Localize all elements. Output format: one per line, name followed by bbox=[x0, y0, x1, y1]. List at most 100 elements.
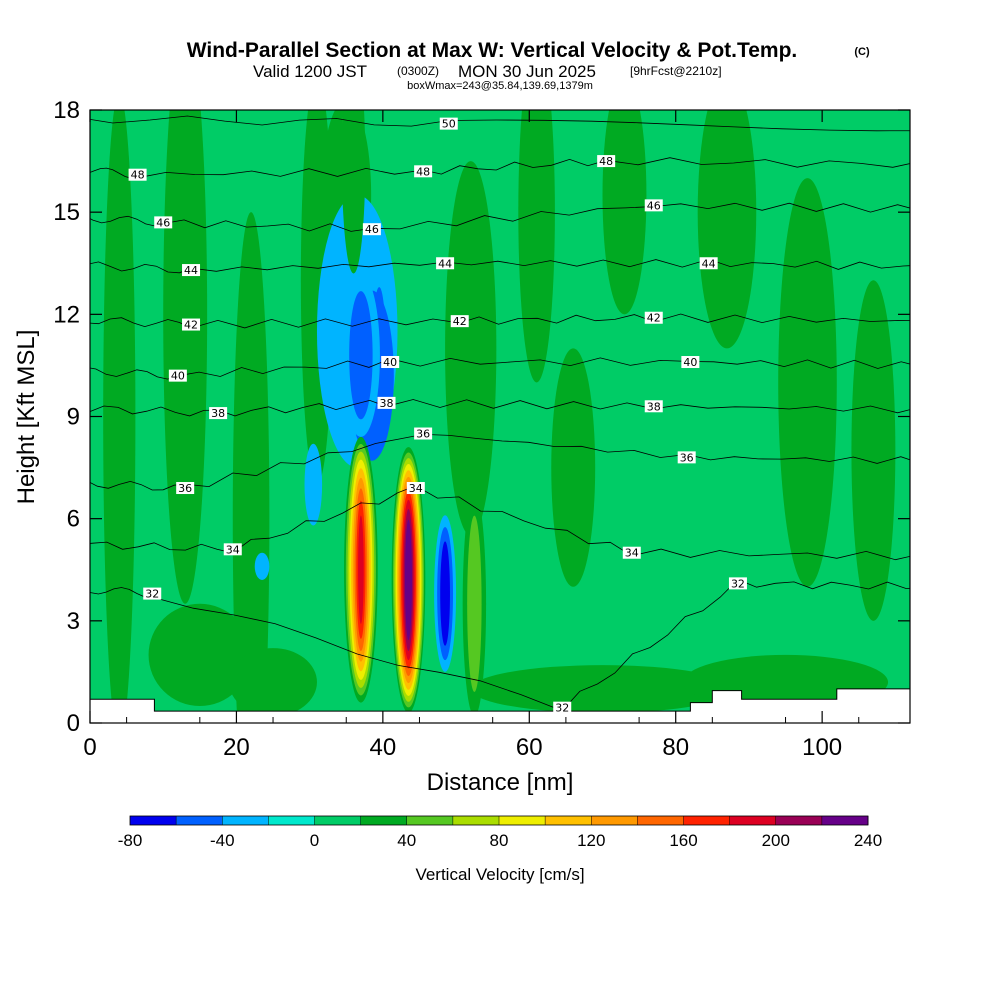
contour-label-text: 34 bbox=[226, 543, 240, 556]
contour-label-box bbox=[362, 223, 381, 236]
contour-label: 34 bbox=[622, 546, 641, 560]
y-tick-label: 6 bbox=[67, 506, 80, 533]
velocity-cell bbox=[467, 515, 482, 692]
colorbar-segment bbox=[499, 816, 546, 825]
velocity-region bbox=[103, 110, 136, 723]
contour-label-box bbox=[168, 369, 187, 382]
velocity-region bbox=[148, 603, 252, 706]
colorbar-tick-label: 200 bbox=[762, 831, 790, 850]
velocity-region bbox=[778, 178, 837, 587]
contour-label-box bbox=[699, 257, 718, 270]
contour-label-text: 46 bbox=[647, 199, 661, 212]
valid-line: Valid 1200 JST (0300Z) MON 30 Jun 2025 [… bbox=[253, 62, 722, 81]
contour-label-text: 36 bbox=[680, 451, 694, 464]
copyright-mark: (C) bbox=[854, 46, 870, 58]
contour-label: 38 bbox=[209, 407, 228, 420]
velocity-region bbox=[304, 443, 323, 526]
contour-label-text: 32 bbox=[555, 702, 569, 715]
contour-label-text: 48 bbox=[131, 169, 145, 182]
contour-label-box bbox=[436, 257, 455, 270]
contour-label: 34 bbox=[406, 482, 425, 495]
contour-label: 42 bbox=[644, 311, 663, 325]
y-tick-label: 3 bbox=[67, 608, 80, 635]
colorbar-segment bbox=[821, 816, 869, 825]
valid-utc: (0300Z) bbox=[397, 64, 439, 78]
x-tick-label: 20 bbox=[223, 734, 250, 761]
contour-label-box bbox=[377, 396, 396, 409]
velocity-region bbox=[851, 280, 896, 621]
contour-label-box bbox=[143, 587, 162, 600]
forecast-info: [9hrFcst@2210z] bbox=[630, 64, 722, 78]
contour-label-box bbox=[223, 543, 242, 556]
contour-label-box bbox=[450, 315, 469, 328]
contour-label-text: 38 bbox=[647, 400, 661, 413]
contour-label: 40 bbox=[168, 369, 187, 383]
colorbar-tick-label: 40 bbox=[397, 831, 416, 850]
colorbar-segment bbox=[591, 816, 638, 825]
velocity-cell bbox=[349, 291, 373, 420]
colorbar-segment bbox=[360, 816, 408, 825]
velocity-region bbox=[254, 552, 270, 580]
contour-label-text: 44 bbox=[702, 257, 716, 270]
contour-label: 46 bbox=[644, 199, 663, 212]
contour-label-text: 36 bbox=[416, 428, 430, 441]
velocity-region bbox=[697, 110, 757, 349]
contour-label-box bbox=[414, 427, 433, 440]
contour-label-box bbox=[209, 407, 228, 420]
x-tick-label: 0 bbox=[83, 734, 96, 761]
colorbar-segment bbox=[222, 816, 269, 825]
contour-label-text: 38 bbox=[380, 397, 394, 410]
colorbar-tick-label: -80 bbox=[118, 831, 143, 850]
colorbar-label: Vertical Velocity [cm/s] bbox=[415, 865, 584, 884]
colorbar-tick-label: 120 bbox=[577, 831, 605, 850]
contour-label: 50 bbox=[439, 117, 458, 131]
terrain-mask bbox=[90, 688, 910, 723]
velocity-region bbox=[229, 648, 317, 717]
colorbar-segment bbox=[637, 816, 684, 825]
contour-label-text: 50 bbox=[442, 118, 456, 131]
y-tick-label: 9 bbox=[67, 404, 80, 431]
contour-label-text: 44 bbox=[438, 257, 452, 270]
velocity-field bbox=[103, 110, 896, 723]
velocity-region bbox=[518, 110, 555, 383]
contour-label-text: 48 bbox=[599, 155, 613, 168]
colorbar-tick-label: 80 bbox=[490, 831, 509, 850]
contour-label-text: 40 bbox=[171, 370, 185, 383]
colorbar-segment bbox=[406, 816, 454, 825]
x-axis: 0 20 40 60 80 100 bbox=[83, 110, 860, 761]
contour-label-text: 42 bbox=[453, 315, 467, 328]
contour-label: 40 bbox=[681, 356, 700, 369]
y-tick-label: 18 bbox=[53, 97, 80, 124]
colorbar-tick-label: 0 bbox=[310, 831, 319, 850]
contour-label-box bbox=[154, 216, 173, 229]
contour-label-text: 40 bbox=[683, 356, 697, 369]
contour-label-text: 40 bbox=[383, 356, 397, 369]
x-axis-title: Distance [nm] bbox=[427, 769, 574, 796]
contour-label: 36 bbox=[677, 451, 696, 464]
contour-label: 32 bbox=[728, 577, 747, 590]
colorbar-segment bbox=[452, 816, 500, 825]
colorbar-segment bbox=[314, 816, 362, 825]
contour-label-box bbox=[176, 482, 195, 495]
y-axis-title: Height [Kft MSL] bbox=[13, 330, 40, 505]
box-info: boxWmax=243@35.84,139.69,1379m bbox=[407, 80, 593, 92]
contour-label-text: 48 bbox=[416, 165, 430, 178]
contour-label-text: 32 bbox=[145, 588, 159, 601]
velocity-cell bbox=[341, 110, 366, 274]
velocity-region bbox=[602, 110, 647, 315]
velocity-region bbox=[445, 161, 497, 536]
contour-label: 48 bbox=[128, 168, 147, 182]
colorbar-tick-label: -40 bbox=[210, 831, 235, 850]
colorbar-tick-label: 160 bbox=[669, 831, 697, 850]
contour-label-box bbox=[406, 482, 425, 495]
contour-label-box bbox=[644, 311, 663, 324]
contour-label-text: 44 bbox=[184, 264, 198, 277]
contour-label: 44 bbox=[436, 257, 455, 270]
contour-label-text: 34 bbox=[409, 482, 423, 495]
contour-label: 36 bbox=[414, 427, 433, 441]
contour-label-box bbox=[644, 199, 663, 212]
colorbar-segment bbox=[268, 816, 315, 825]
velocity-cell bbox=[358, 515, 364, 624]
